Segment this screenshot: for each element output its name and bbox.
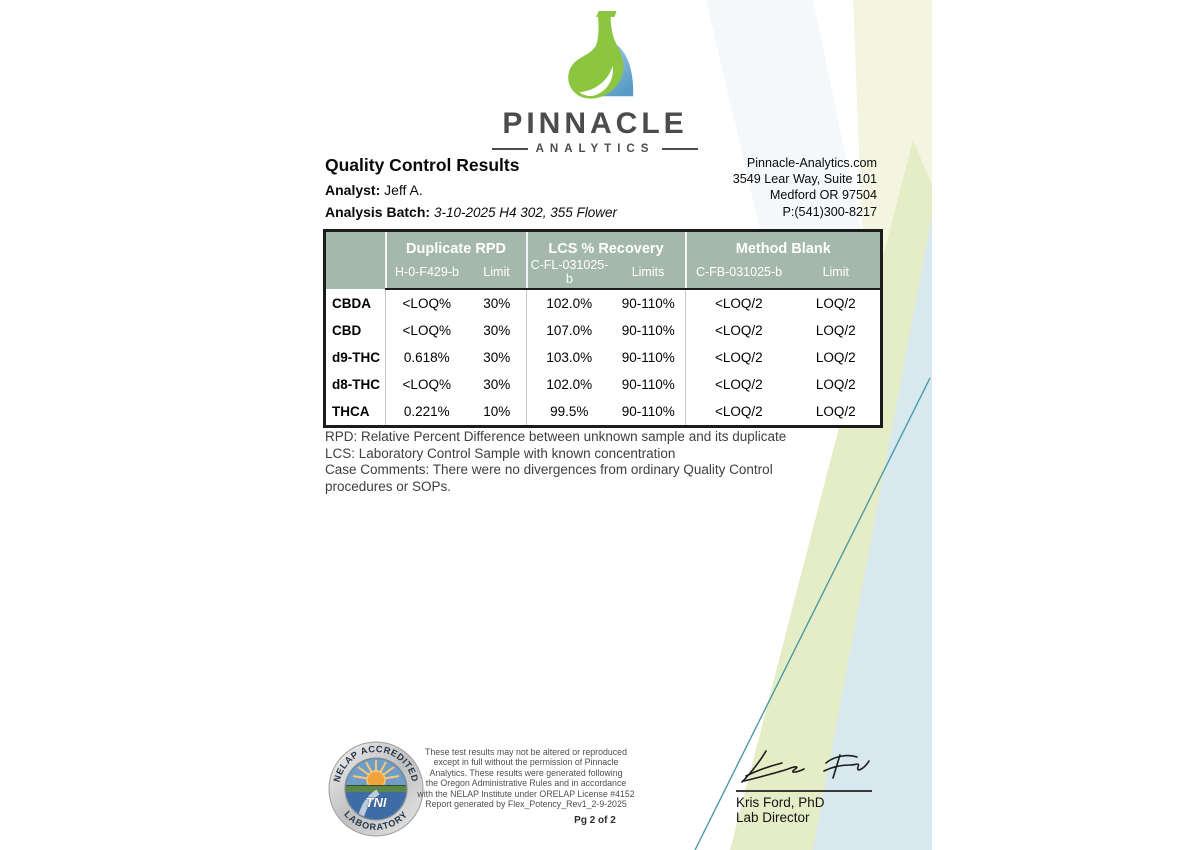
- analyst-line: Analyst: Jeff A.: [325, 182, 617, 198]
- analyst-value: Jeff A.: [384, 182, 423, 198]
- rpd-limit: 30%: [483, 377, 511, 392]
- blank-limit: LOQ/2: [815, 323, 856, 338]
- brand-name: PINNACLE: [502, 107, 688, 140]
- subheader-lcs-limits: Limits: [611, 258, 686, 290]
- blank-limit: LOQ/2: [815, 404, 856, 419]
- signer-title: Lab Director: [736, 810, 810, 825]
- lcs-limits: 90-110%: [621, 296, 675, 311]
- table-row: CBD <LOQ% 30% 107.0% 90-110% <LOQ/2 LOQ/…: [325, 317, 882, 344]
- brand-subtitle: ANALYTICS: [475, 143, 715, 155]
- lcs-value: 103.0%: [526, 344, 612, 371]
- rpd-value: 0.221%: [385, 398, 468, 427]
- table-row: d9-THC 0.618% 30% 103.0% 90-110% <LOQ/2 …: [325, 344, 882, 371]
- analyst-label: Analyst:: [325, 182, 381, 198]
- rpd-limit: 30%: [483, 323, 511, 338]
- rpd-value: 0.618%: [385, 344, 468, 371]
- disclaimer-line: These test results may not be altered or…: [425, 747, 627, 757]
- note-lcs: LCS: Laboratory Control Sample with know…: [325, 445, 676, 461]
- subheader-blank-sample: C-FB-031025-b: [684, 258, 792, 290]
- analyte-cell: d8-THC: [332, 377, 380, 392]
- disclaimer-line: Report generated by Flex_Potency_Rev1_2-…: [425, 799, 627, 810]
- table-row: d8-THC <LOQ% 30% 102.0% 90-110% <LOQ/2 L…: [325, 371, 882, 398]
- rpd-limit: 30%: [483, 350, 511, 365]
- rpd-value: <LOQ%: [385, 371, 468, 398]
- lcs-value: 99.5%: [526, 398, 612, 427]
- corner-cell: [324, 230, 386, 289]
- blank-limit: LOQ/2: [815, 350, 856, 365]
- signature-block: Kris Ford, PhD Lab Director: [736, 746, 896, 825]
- note-case-comments: Case Comments: There were no divergences…: [325, 462, 773, 494]
- analyte-cell: CBD: [332, 323, 362, 338]
- blank-limit: LOQ/2: [815, 377, 856, 392]
- subheader-blank-limit: Limit: [791, 258, 882, 290]
- blank-value: <LOQ/2: [685, 398, 792, 427]
- nelap-accreditation-seal: TNI NELAP ACCREDITED LABORATORY: [328, 741, 424, 837]
- lcs-value: 102.0%: [526, 371, 612, 398]
- batch-value: 3-10-2025 H4 302, 355 Flower: [433, 205, 618, 220]
- group-header-duplicate-rpd: Duplicate RPD: [384, 230, 527, 258]
- note-rpd: RPD: Relative Percent Difference between…: [325, 429, 787, 444]
- lab-phone: P:(541)300-8217: [782, 204, 877, 219]
- table-row: CBDA <LOQ% 30% 102.0% 90-110% <LOQ/2 LOQ…: [325, 289, 882, 317]
- lcs-limits: 90-110%: [621, 323, 675, 338]
- seal-center-text: TNI: [366, 795, 387, 810]
- report-page: PINNACLE ANALYTICS Quality Control Resul…: [268, 0, 932, 850]
- lab-contact-block: Pinnacle-Analytics.com 3549 Lear Way, Su…: [733, 155, 877, 220]
- subheader-rpd-sample: H-0-F429-b: [384, 258, 468, 290]
- analyte-cell: THCA: [332, 404, 370, 419]
- signer-name: Kris Ford, PhD: [736, 795, 825, 810]
- report-content: PINNACLE ANALYTICS Quality Control Resul…: [268, 0, 932, 850]
- right-dash: [662, 148, 699, 150]
- batch-line: Analysis Batch: 3-10-2025 H4 302, 355 Fl…: [325, 204, 617, 220]
- rpd-limit: 10%: [483, 404, 511, 419]
- lab-city: Medford OR 97504: [769, 188, 877, 203]
- blank-value: <LOQ/2: [685, 344, 792, 371]
- blank-value: <LOQ/2: [685, 289, 792, 317]
- report-info: Quality Control Results Analyst: Jeff A.…: [325, 155, 617, 220]
- rpd-limit: 30%: [483, 296, 511, 311]
- subheader-lcs-sample: C-FL-031025-b: [525, 258, 612, 290]
- rpd-value: <LOQ%: [385, 289, 468, 317]
- disclaimer-line: except in full without the permission of…: [433, 757, 619, 768]
- subheader-rpd-limit: Limit: [467, 258, 527, 290]
- lcs-limits: 90-110%: [621, 350, 675, 365]
- blank-value: <LOQ/2: [685, 371, 792, 398]
- batch-label: Analysis Batch:: [325, 204, 431, 220]
- disclaimer-block: These test results may not be altered or…: [402, 747, 650, 809]
- lab-street: 3549 Lear Way, Suite 101: [732, 172, 877, 187]
- flask-icon: [568, 10, 634, 103]
- lab-website: Pinnacle-Analytics.com: [746, 156, 877, 170]
- disclaimer-line: Analytics. These results were generated …: [429, 767, 623, 778]
- analyte-cell: d9-THC: [332, 350, 380, 365]
- lcs-limits: 90-110%: [621, 404, 675, 419]
- rpd-value: <LOQ%: [385, 317, 468, 344]
- disclaimer-line: the Oregon Administrative Rules and in a…: [425, 778, 627, 789]
- page-title: Quality Control Results: [325, 155, 520, 175]
- signature-scrawl: [741, 750, 870, 783]
- brand-subtitle-text: ANALYTICS: [535, 143, 655, 155]
- lcs-value: 107.0%: [526, 317, 612, 344]
- lcs-limits: 90-110%: [621, 377, 675, 392]
- blank-limit: LOQ/2: [815, 296, 856, 311]
- analyte-cell: CBDA: [332, 295, 371, 311]
- blank-value: <LOQ/2: [685, 317, 792, 344]
- page-number: Pg 2 of 2: [574, 815, 616, 826]
- company-logo: PINNACLE ANALYTICS: [475, 10, 715, 155]
- group-header-method-blank: Method Blank: [684, 230, 882, 258]
- report-header: Quality Control Results Analyst: Jeff A.…: [325, 155, 877, 220]
- table-row: THCA 0.221% 10% 99.5% 90-110% <LOQ/2 LOQ…: [325, 398, 882, 427]
- signature-line: [736, 790, 872, 792]
- left-dash: [491, 148, 528, 150]
- disclaimer-line: with the NELAP Institute under ORELAP Li…: [417, 788, 635, 799]
- qc-results-table: Duplicate RPD LCS % Recovery Method Blan…: [323, 229, 884, 428]
- lcs-value: 102.0%: [526, 289, 612, 317]
- notes-block: RPD: Relative Percent Difference between…: [325, 429, 833, 495]
- group-header-lcs-recovery: LCS % Recovery: [525, 230, 686, 258]
